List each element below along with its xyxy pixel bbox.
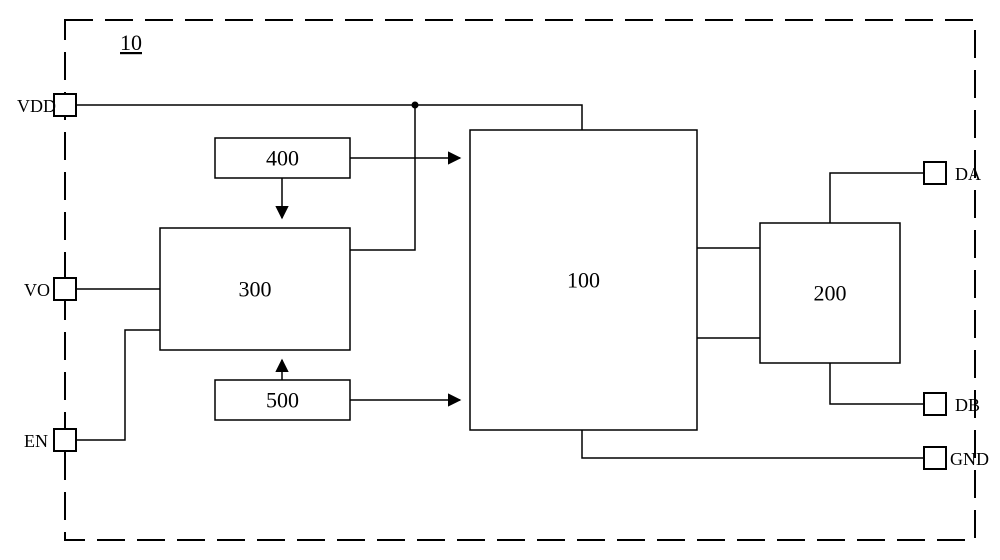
pin-label-gnd: GND xyxy=(950,449,989,469)
wire-200-to-da xyxy=(830,173,924,223)
pin-vo xyxy=(54,278,76,300)
block-label-b200: 200 xyxy=(814,281,847,306)
block-label-b400: 400 xyxy=(266,146,299,171)
wire-200-to-db xyxy=(830,363,924,404)
pin-label-vdd: VDD xyxy=(17,96,56,116)
wire-b300-to-vdd xyxy=(350,105,415,250)
pin-en xyxy=(54,429,76,451)
pin-da xyxy=(924,162,946,184)
block-label-b100: 100 xyxy=(567,268,600,293)
wire-b100-to-gnd xyxy=(582,430,924,458)
pin-gnd xyxy=(924,447,946,469)
pin-label-da: DA xyxy=(955,164,981,184)
reference-designator: 10 xyxy=(120,30,142,55)
pin-db xyxy=(924,393,946,415)
pin-label-en: EN xyxy=(24,431,48,451)
block-label-b500: 500 xyxy=(266,388,299,413)
pin-label-vo: VO xyxy=(24,280,50,300)
wire-en-to-b300 xyxy=(76,330,160,440)
block-label-b300: 300 xyxy=(239,277,272,302)
pin-vdd xyxy=(54,94,76,116)
blocks: 100 200 300 400 500 xyxy=(160,130,900,430)
block-diagram: 10 100 200 300 400 500 VDD VO EN DA DB GND xyxy=(0,0,1000,560)
pin-label-db: DB xyxy=(955,395,980,415)
wire-vdd-bus xyxy=(76,105,582,130)
